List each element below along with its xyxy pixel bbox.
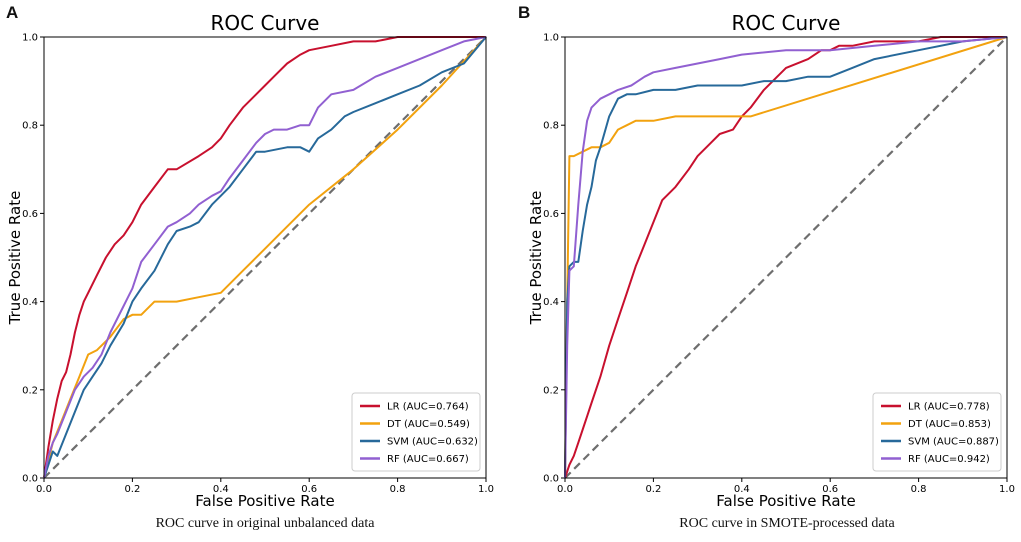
y-tick-label: 0.4: [543, 297, 559, 308]
legend-label-rf: RF (AUC=0.942): [908, 454, 990, 465]
x-tick-label: 0.8: [911, 484, 927, 495]
roc-chart-b: ROC Curve 0.0 0.2 0.4 0.6 0.8 1.0 0.0 0.2 0.4 0.6 0…: [527, 11, 1015, 510]
y-tick-label: 0.4: [22, 297, 38, 308]
y-tick-label: 0.6: [543, 209, 559, 220]
y-tick-label: 0.6: [22, 209, 38, 220]
x-tick-label: 0.0: [36, 484, 52, 495]
y-tick-label: 1.0: [543, 33, 559, 44]
panel-letter-b: B: [518, 3, 531, 22]
series-line-lr: [43, 36, 486, 479]
legend-label-dt: DT (AUC=0.853): [908, 419, 991, 430]
plot-frame: [564, 36, 1008, 479]
chance-diagonal-line: [564, 36, 1008, 479]
x-tick-label: 1.0: [478, 484, 494, 495]
y-tick-label: 0.0: [543, 474, 559, 485]
series-line-svm: [564, 36, 1008, 479]
x-tick-label: 0.8: [390, 484, 406, 495]
x-tick-label: 0.4: [734, 484, 750, 495]
y-axis-label: True Positive Rate: [6, 191, 24, 326]
chance-diagonal-line: [43, 36, 487, 479]
x-tick-label: 0.4: [213, 484, 229, 495]
plot-frame: [43, 36, 487, 479]
series-line-dt: [564, 36, 1008, 479]
legend-label-svm: SVM (AUC=0.887): [908, 437, 999, 448]
legend-label-rf: RF (AUC=0.667): [387, 454, 469, 465]
series-line-rf: [43, 36, 487, 479]
legend-label-lr: LR (AUC=0.778): [908, 402, 990, 413]
legend-label-dt: DT (AUC=0.549): [387, 419, 470, 430]
series-line-svm: [43, 36, 487, 479]
series-line-dt: [43, 36, 487, 479]
x-tick-label: 0.2: [645, 484, 661, 495]
chart-title: ROC Curve: [732, 11, 841, 35]
x-axis-label: False Positive Rate: [716, 492, 855, 510]
x-axis-label: False Positive Rate: [195, 492, 334, 510]
y-tick-label: 0.2: [543, 385, 559, 396]
y-tick-label: 0.8: [543, 121, 559, 132]
legend-label-svm: SVM (AUC=0.632): [387, 437, 478, 448]
caption-a: ROC curve in original unbalanced data: [155, 516, 375, 531]
y-tick-label: 1.0: [22, 33, 38, 44]
series-line-rf: [564, 36, 1008, 479]
legend-box: [351, 392, 481, 472]
x-tick-label: 0.6: [822, 484, 838, 495]
series-line-lr: [564, 36, 1007, 479]
x-tick-label: 0.6: [301, 484, 317, 495]
chart-title: ROC Curve: [211, 11, 320, 35]
legend-box: [872, 392, 1002, 472]
x-tick-label: 0.2: [124, 484, 140, 495]
legend-label-lr: LR (AUC=0.764): [387, 402, 469, 413]
y-tick-label: 0.8: [22, 121, 38, 132]
y-axis-label: True Positive Rate: [527, 191, 545, 326]
panel-letter-a: A: [6, 3, 19, 22]
y-tick-label: 0.0: [22, 474, 38, 485]
x-tick-label: 0.0: [557, 484, 573, 495]
x-tick-label: 1.0: [999, 484, 1015, 495]
y-tick-label: 0.2: [22, 385, 38, 396]
roc-chart-a: ROC Curve 0.0 0.2 0.4 0.6 0.8 1.0 0.0 0.2 0.4 0.6 0…: [6, 11, 494, 510]
caption-b: ROC curve in SMOTE-processed data: [679, 516, 895, 531]
